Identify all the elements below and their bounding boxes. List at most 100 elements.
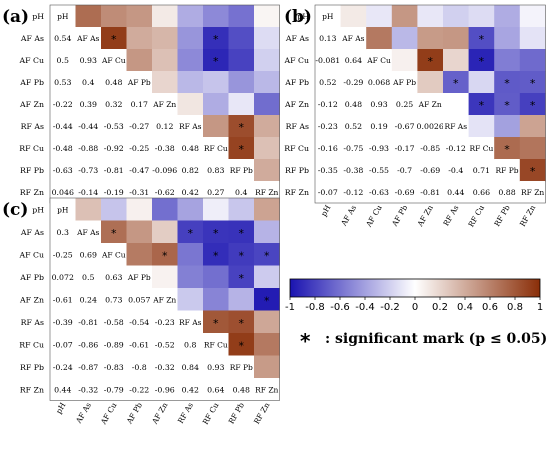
- x-axis-label-rf-zn: RF Zn: [252, 401, 272, 426]
- diagonal-cell: [101, 49, 127, 71]
- diagonal-cell: [494, 159, 520, 181]
- diagonal-label-rf-as: RF As: [179, 122, 202, 131]
- colorbar-tick-label: 0.8: [507, 302, 523, 313]
- significance-star: *: [239, 317, 245, 330]
- corr-cell: [203, 288, 229, 311]
- diagonal-label-af-pb: AF Pb: [127, 78, 151, 87]
- corr-value: 0.82: [182, 166, 199, 175]
- corr-value: 0.24: [80, 295, 97, 304]
- y-axis-label-af-pb: AF Pb: [284, 78, 309, 87]
- diagonal-label-rf-zn: RF Zn: [255, 385, 278, 394]
- corr-cell: [519, 49, 546, 72]
- diagonal-cell: [228, 159, 254, 181]
- corr-value: -0.29: [343, 78, 363, 87]
- corr-cell: [443, 5, 469, 28]
- corr-cell: [443, 93, 469, 116]
- corr-cell: [494, 137, 521, 160]
- corr-cell: [417, 27, 444, 50]
- x-axis-label-af-zn: AF Zn: [415, 203, 435, 228]
- corr-cell: [468, 115, 495, 138]
- corr-cell: [254, 288, 280, 311]
- corr-cell: [101, 198, 127, 221]
- corr-cell: [228, 137, 255, 160]
- corr-cell: [101, 5, 127, 28]
- corr-cell: [101, 27, 127, 50]
- corr-cell: [417, 5, 444, 28]
- corr-cell: [228, 5, 255, 28]
- corr-cell: [254, 355, 280, 379]
- corr-value: 0.93: [370, 100, 387, 109]
- corr-cell: [126, 27, 153, 50]
- corr-cell: [254, 27, 280, 50]
- corr-cell: [519, 5, 546, 28]
- x-axis-label-af-pb: AF Pb: [390, 203, 410, 228]
- corr-value: -0.61: [129, 340, 149, 349]
- corr-value: 0.88: [498, 188, 515, 197]
- diagonal-cell: [417, 93, 443, 115]
- corr-cell: [228, 288, 255, 311]
- corr-value: -0.23: [155, 318, 175, 327]
- y-axis-label-af-as: AF As: [285, 34, 309, 43]
- y-axis-label-af-pb: AF Pb: [19, 78, 44, 87]
- corr-value: 0.44: [447, 188, 464, 197]
- corr-value: 0.27: [207, 188, 224, 197]
- y-axis-label-af-cu: AF Cu: [18, 250, 44, 259]
- corr-cell: [254, 49, 280, 72]
- corr-value: -0.8: [132, 363, 147, 372]
- corr-cell: [126, 220, 153, 244]
- diagonal-cell: [75, 27, 101, 49]
- corr-value: -0.63: [53, 166, 73, 175]
- diagonal-cell: [228, 355, 254, 378]
- x-axis-label-af-pb: AF Pb: [124, 401, 144, 426]
- significance-star: *: [162, 249, 168, 262]
- colorbar: -1 -0.8 -0.6 -0.4 -0.2 0 0.2 0.4 0.6 0.8 1: [285, 278, 543, 313]
- diagonal-cell: [50, 5, 76, 27]
- y-axis-label-rf-zn: RF Zn: [20, 385, 44, 394]
- corr-value: 0.0026: [417, 122, 444, 131]
- panel-label: (b): [284, 7, 312, 27]
- significance-star: *: [504, 77, 510, 90]
- corr-cell: [254, 220, 280, 244]
- corr-value: -0.12: [318, 100, 338, 109]
- significance-star: *: [530, 99, 536, 112]
- corr-cell: [152, 49, 178, 72]
- diagonal-label-af-pb: AF Pb: [392, 78, 416, 87]
- heatmap-panel-2: (b) pH0.13 AF As *-0.081 0.64 AF Cu * *0.52 -0.2…: [283, 4, 546, 229]
- diagonal-cell: [152, 288, 178, 311]
- diagonal-label-af-as: AF As: [76, 34, 99, 43]
- corr-value: 0.4: [235, 188, 247, 197]
- significance-star: *: [427, 55, 433, 68]
- y-axis-label-af-zn: AF Zn: [284, 100, 309, 109]
- corr-cell: [228, 115, 255, 138]
- y-axis-label-rf-cu: RF Cu: [284, 144, 309, 153]
- corr-cell: [443, 27, 469, 50]
- colorbar-tick-label: 0: [412, 302, 418, 313]
- colorbar-tick-label: -0.2: [380, 302, 400, 313]
- corr-cell: [203, 265, 229, 289]
- significance-star: *: [239, 121, 245, 134]
- corr-value: 0.19: [370, 122, 387, 131]
- colorbar-tick-label: 0.6: [482, 302, 498, 313]
- corr-cell: [494, 5, 521, 28]
- diagonal-label-af-zn: AF Zn: [418, 100, 442, 109]
- diagonal-label-rf-zn: RF Zn: [255, 188, 278, 197]
- diagonal-label-ph: pH: [322, 12, 334, 21]
- corr-cell: [203, 49, 229, 72]
- corr-cell: [228, 265, 255, 289]
- significance-star: *: [453, 77, 459, 90]
- corr-value: 0.84: [182, 363, 199, 372]
- corr-value: 0.13: [319, 34, 336, 43]
- corr-cell: [152, 5, 178, 28]
- corr-cell: [177, 243, 204, 266]
- corr-cell: [228, 220, 255, 244]
- diagonal-cell: [177, 310, 203, 333]
- corr-value: -0.22: [53, 100, 73, 109]
- corr-value: 0.4: [82, 78, 94, 87]
- corr-cell: [391, 5, 418, 28]
- corr-cell: [126, 5, 153, 28]
- corr-cell: [228, 93, 255, 116]
- corr-cell: [519, 71, 546, 94]
- corr-cell: [519, 93, 546, 116]
- significance-star: *: [264, 249, 270, 262]
- corr-cell: [494, 115, 521, 138]
